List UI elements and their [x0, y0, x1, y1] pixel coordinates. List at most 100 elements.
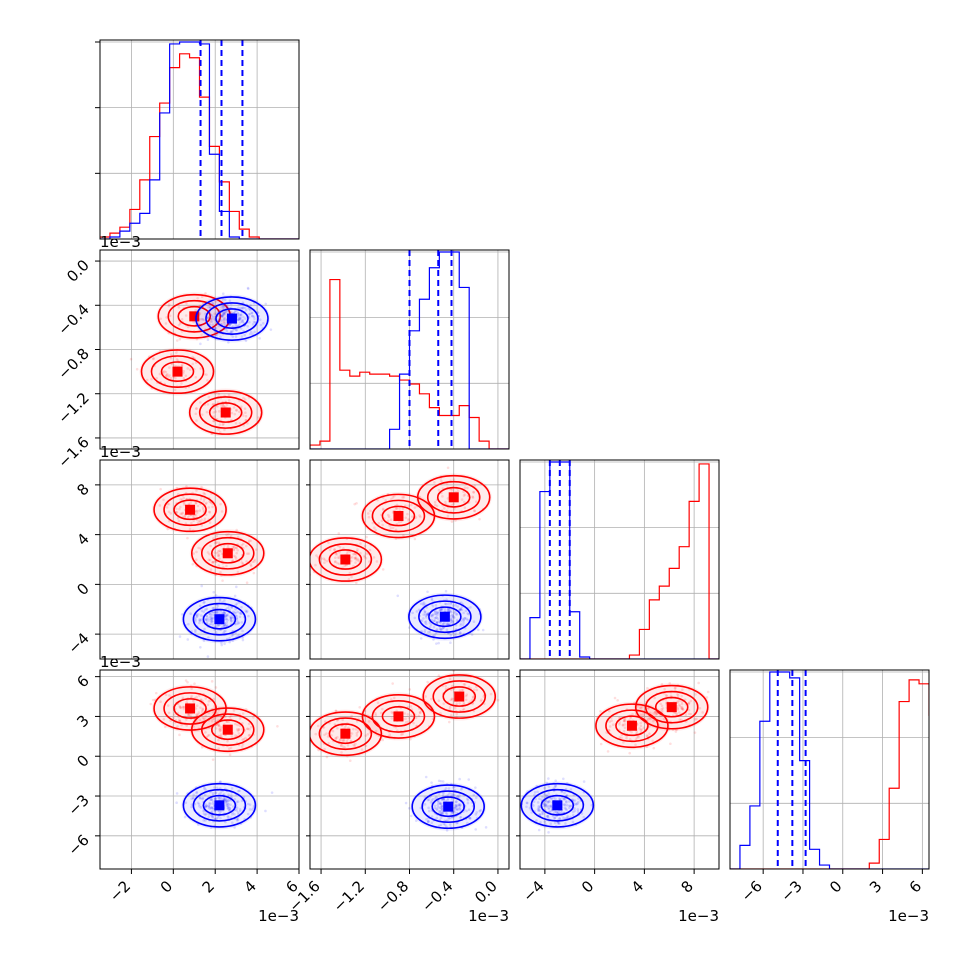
scatter-point	[353, 557, 357, 560]
scatter-point	[540, 812, 544, 816]
scatter-point	[217, 723, 220, 726]
contour-line	[634, 684, 709, 730]
scatter-point	[189, 501, 193, 504]
density-peak	[340, 728, 351, 739]
scatter-point	[410, 814, 413, 818]
scatter-point	[233, 546, 236, 549]
scatter-point	[389, 518, 393, 522]
scatter-point	[241, 306, 245, 310]
scatter-point	[484, 826, 488, 829]
scatter-point	[205, 620, 209, 623]
scatter-point	[451, 614, 455, 617]
scatter-point	[563, 797, 566, 801]
scatter-point	[238, 317, 242, 320]
scatter-point	[222, 312, 226, 316]
scatter-point	[199, 367, 203, 370]
scatter-point	[159, 317, 162, 321]
contour-line	[182, 596, 257, 642]
scatter-point	[451, 811, 454, 814]
scatter-point	[195, 614, 199, 618]
scatter-point	[653, 710, 657, 714]
scatter-point	[179, 705, 182, 709]
scatter-point	[205, 614, 208, 618]
scatter-point	[434, 616, 438, 619]
scatter-point	[437, 806, 440, 809]
scatter-point	[395, 506, 398, 510]
scatter-point	[207, 506, 211, 509]
scatter-point	[469, 816, 472, 820]
scatter-point	[611, 723, 615, 727]
scatter-point	[226, 323, 229, 326]
scatter-point	[639, 707, 643, 710]
scatter-point	[264, 302, 268, 306]
scatter-point	[194, 613, 198, 617]
scatter-point	[441, 495, 444, 498]
scatter-point	[211, 802, 214, 805]
scatter-point	[533, 793, 536, 797]
scatter-point	[175, 792, 179, 795]
scatter-point	[393, 494, 396, 498]
scatter-point	[381, 568, 385, 571]
scatter-point	[166, 373, 169, 376]
scatter-point	[554, 797, 557, 801]
scatter-point	[459, 607, 463, 611]
scatter-point	[414, 516, 418, 519]
scatter-point	[216, 723, 219, 727]
scatter-point	[461, 617, 465, 621]
contour-line	[381, 505, 416, 527]
scatter-point	[225, 305, 229, 308]
scatter-point	[474, 813, 478, 816]
scatter-point	[178, 733, 181, 737]
scatter-point	[227, 310, 231, 313]
scatter-point	[407, 720, 410, 724]
scatter-point	[208, 807, 212, 810]
scatter-point	[355, 501, 358, 505]
scatter-point	[408, 688, 412, 691]
scatter-point	[381, 707, 384, 711]
scatter-point	[235, 819, 239, 822]
scatter-point	[201, 797, 204, 801]
scatter-point	[188, 368, 192, 372]
panel-frame	[309, 459, 510, 660]
panel-content	[129, 286, 273, 437]
scatter-point	[235, 585, 238, 589]
scatter-point	[214, 727, 218, 730]
scatter-point	[359, 551, 362, 555]
scatter-point	[474, 685, 478, 689]
scatter-point	[542, 792, 546, 796]
scatter-point	[545, 804, 549, 807]
scatter-point	[338, 556, 341, 560]
scatter-point	[553, 785, 557, 789]
scatter-point	[537, 806, 540, 810]
scatter-point	[182, 501, 186, 505]
x-axis-0: −2 0 2 4 61e−3	[106, 869, 302, 925]
scatter-point	[251, 322, 255, 326]
scatter-point	[548, 800, 551, 803]
scatter-point	[433, 619, 437, 622]
scatter-point	[354, 556, 358, 560]
scatter-point	[210, 618, 214, 621]
scatter-point	[209, 613, 212, 616]
scatter-point	[327, 742, 330, 745]
scatter-point	[175, 351, 178, 354]
scatter-point	[438, 609, 442, 613]
scatter-point	[448, 705, 452, 709]
scatter-point	[471, 495, 474, 498]
scatter-point	[451, 698, 454, 701]
scatter-point	[205, 614, 209, 618]
scatter-point	[423, 621, 427, 624]
scatter-point	[352, 743, 355, 747]
scatter-point	[462, 494, 466, 497]
contour-line	[318, 717, 373, 751]
scatter-point	[208, 552, 211, 556]
scatter-point	[669, 694, 673, 698]
scatter-point	[608, 725, 612, 728]
scatter-point	[208, 802, 211, 806]
scatter-point	[210, 320, 214, 323]
scatter-point	[450, 614, 454, 617]
scatter-point	[238, 724, 242, 728]
scatter-point	[187, 502, 191, 506]
scatter-point	[450, 697, 454, 700]
scatter-point	[252, 320, 256, 324]
scatter-panel-3-0	[99, 669, 300, 870]
